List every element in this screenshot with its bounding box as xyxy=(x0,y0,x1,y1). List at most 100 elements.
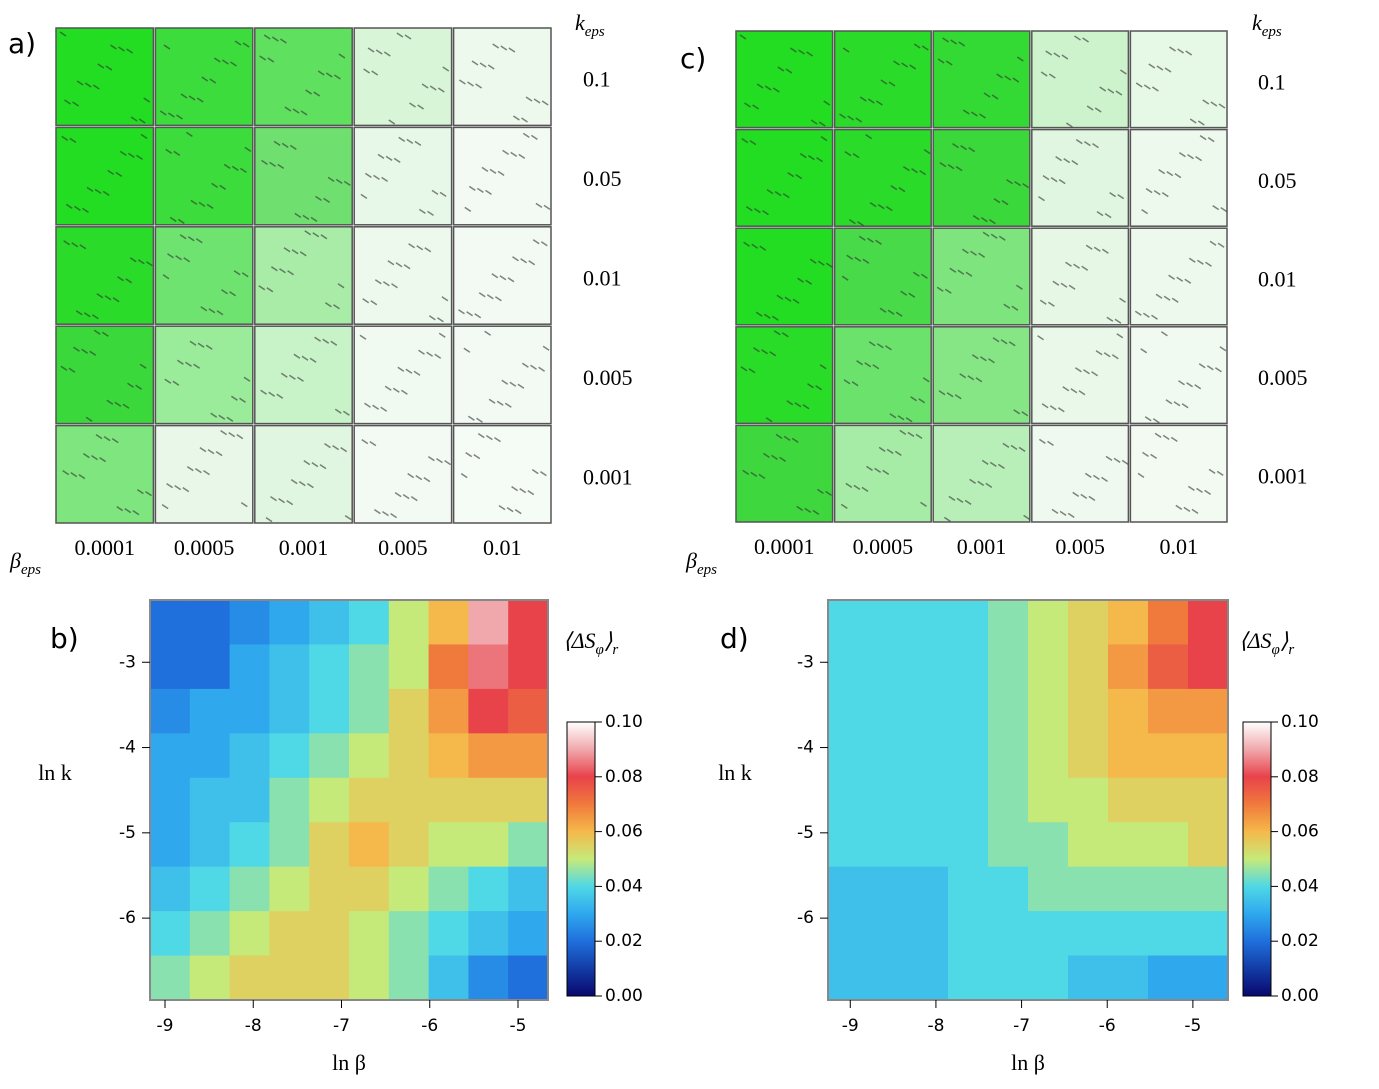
filament xyxy=(980,216,988,223)
x-tick-label: -7 xyxy=(1013,1016,1030,1036)
image-tile xyxy=(1031,424,1130,523)
filament xyxy=(373,174,380,181)
image-tile xyxy=(932,128,1031,227)
filament xyxy=(124,507,132,514)
image-tile xyxy=(735,128,834,227)
contour-cell xyxy=(349,644,390,690)
filament xyxy=(115,171,123,178)
filament xyxy=(867,98,875,104)
row-label: 0.05 xyxy=(1258,168,1297,193)
filament xyxy=(498,504,506,511)
filament xyxy=(409,102,416,108)
filament xyxy=(543,204,551,211)
filament xyxy=(393,157,401,164)
image-tile xyxy=(254,126,353,226)
filament xyxy=(978,252,986,258)
filament xyxy=(862,258,870,264)
filament xyxy=(130,116,138,122)
filament xyxy=(759,245,767,251)
filament xyxy=(260,389,268,395)
x-tick-label: -5 xyxy=(510,1016,527,1036)
filament xyxy=(1071,159,1079,166)
contour-cell xyxy=(269,644,310,690)
contour-cell xyxy=(948,600,989,646)
image-tile xyxy=(452,126,552,226)
filament xyxy=(877,203,885,210)
filament xyxy=(333,304,340,310)
filament xyxy=(177,218,185,225)
filament xyxy=(407,472,415,479)
filament xyxy=(211,182,219,189)
filament xyxy=(783,435,791,442)
filament xyxy=(779,456,787,463)
filament xyxy=(1094,107,1102,113)
y-tick-label: -4 xyxy=(797,738,814,758)
filament xyxy=(135,384,143,390)
filament xyxy=(977,480,985,487)
contour-cell xyxy=(229,777,270,823)
label-part: φ xyxy=(1272,642,1280,658)
filament xyxy=(381,176,389,183)
filament xyxy=(219,184,227,191)
filament xyxy=(743,241,751,247)
filament xyxy=(878,446,886,453)
contour-cell xyxy=(189,688,231,734)
filament xyxy=(1104,212,1112,219)
contour-cell xyxy=(309,733,350,779)
contour-cell xyxy=(1068,733,1109,779)
contour-cell xyxy=(428,866,469,912)
filament xyxy=(460,472,468,479)
filament xyxy=(382,510,389,517)
filament xyxy=(1119,297,1126,303)
contour-cell xyxy=(309,822,350,868)
filament xyxy=(772,87,780,93)
filament xyxy=(458,79,466,85)
filament xyxy=(487,64,495,70)
filament xyxy=(418,349,425,355)
filament xyxy=(1186,382,1194,388)
filament xyxy=(1068,284,1076,290)
filament xyxy=(895,311,903,317)
filament xyxy=(315,195,322,202)
filament xyxy=(73,346,80,352)
panel-label: b) xyxy=(50,622,79,655)
filament xyxy=(815,385,823,391)
contour-cell xyxy=(189,600,231,646)
contour-cell xyxy=(908,866,949,912)
filament xyxy=(886,448,894,455)
contour-cell xyxy=(269,955,310,1001)
filament xyxy=(75,310,83,316)
x-tick-label: -7 xyxy=(333,1016,350,1036)
filament xyxy=(102,190,110,197)
image-tile xyxy=(353,325,453,425)
contour-cell xyxy=(388,600,430,646)
contour-cell xyxy=(1188,911,1229,957)
filament xyxy=(905,417,913,423)
filament xyxy=(229,291,237,297)
filament xyxy=(1220,206,1228,213)
contour-cell xyxy=(1108,822,1149,868)
filament xyxy=(1047,301,1055,307)
image-tile xyxy=(833,30,932,129)
image-tile xyxy=(154,27,254,127)
filament xyxy=(1148,63,1156,69)
filament xyxy=(200,306,208,312)
filament xyxy=(111,437,119,444)
filament xyxy=(1154,432,1162,439)
filament xyxy=(1109,191,1117,198)
col-label: 0.005 xyxy=(1055,534,1105,559)
filament xyxy=(1117,193,1125,200)
filament xyxy=(854,256,862,262)
filament xyxy=(163,44,171,50)
filament xyxy=(309,357,317,363)
filament xyxy=(512,256,519,262)
colorbar-tick-label: 0.10 xyxy=(1281,712,1319,732)
filament xyxy=(491,273,499,279)
image-tile xyxy=(452,424,552,524)
label-part: φ xyxy=(596,642,604,658)
filament xyxy=(292,108,300,114)
filament xyxy=(269,161,277,168)
image-tile xyxy=(154,325,254,425)
x-axis-label: ln β xyxy=(1011,1050,1045,1075)
filament xyxy=(512,115,520,121)
